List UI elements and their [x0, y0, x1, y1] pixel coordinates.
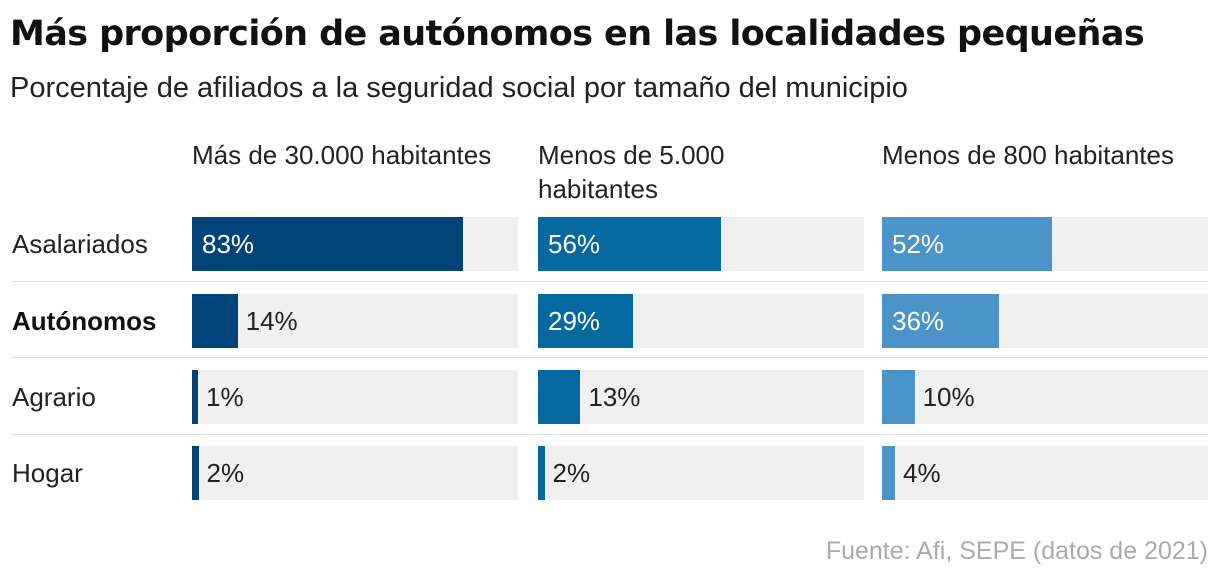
bar-value-label: 52%	[892, 229, 945, 259]
bar	[882, 370, 915, 424]
bar-track: 2%	[192, 446, 518, 500]
bar-value-label: 56%	[548, 229, 601, 259]
row-separator	[12, 281, 1208, 282]
bar-track: 52%	[882, 217, 1208, 271]
bar-track: 4%	[882, 446, 1208, 500]
row-label: Autónomos	[12, 306, 157, 336]
row-separator	[12, 357, 1208, 358]
bar-value-label: 36%	[892, 306, 945, 336]
bar-track: 1%	[192, 370, 518, 424]
bar-value-label: 4%	[903, 458, 941, 488]
bar	[538, 370, 581, 424]
column-header: Menos de 800 habitantes	[882, 140, 1174, 170]
bar	[192, 446, 199, 500]
bar-value-label: 83%	[202, 229, 255, 259]
bar	[538, 446, 545, 500]
bar-value-label: 29%	[548, 306, 601, 336]
bar-track: 10%	[882, 370, 1208, 424]
row-label: Agrario	[12, 382, 96, 412]
bar-value-label: 14%	[245, 306, 298, 336]
row-label: Asalariados	[12, 229, 148, 259]
bar-track: 56%	[538, 217, 864, 271]
source-note: Fuente: Afi, SEPE (datos de 2021)	[825, 537, 1208, 565]
bar-value-label: 2%	[206, 458, 245, 488]
bar	[192, 217, 463, 271]
bar	[538, 294, 633, 348]
row-separator	[12, 434, 1208, 435]
bar-value-label: 2%	[552, 458, 591, 488]
bar-value-label: 10%	[922, 382, 975, 412]
bar-value-label: 13%	[588, 382, 641, 412]
bar-track: 13%	[538, 370, 864, 424]
bar-track: 36%	[882, 294, 1208, 348]
column-header: Más de 30.000 habitantes	[192, 140, 492, 170]
bar-track: 83%	[192, 217, 518, 271]
bar	[882, 446, 896, 500]
bar	[192, 294, 238, 348]
row-label: Hogar	[12, 458, 83, 488]
bar-value-label: 1%	[206, 382, 244, 412]
bar-track: 2%	[538, 446, 864, 500]
chart-title: Más proporción de autónomos en las local…	[10, 14, 1145, 54]
bar-track: 14%	[192, 294, 518, 348]
bar	[882, 294, 1000, 348]
bar	[882, 217, 1052, 271]
bar	[192, 370, 198, 424]
chart-subtitle: Porcentaje de afiliados a la seguridad s…	[10, 72, 908, 104]
bar	[538, 217, 721, 271]
bar-track: 29%	[538, 294, 864, 348]
column-header: Menos de 5.000 habitantes	[538, 140, 725, 204]
